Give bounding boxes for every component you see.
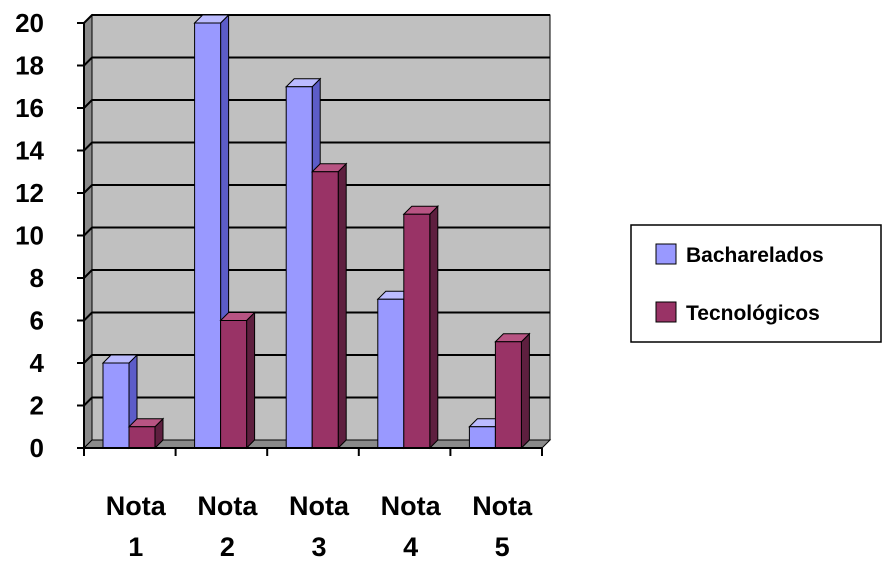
y-tick-label: 6 bbox=[30, 306, 44, 336]
y-tick-label: 4 bbox=[30, 348, 45, 378]
gridline bbox=[83, 141, 550, 152]
legend: Bacharelados Tecnológicos bbox=[630, 224, 882, 343]
y-tick-label: 8 bbox=[30, 263, 44, 293]
legend-label: Tecnológicos bbox=[686, 302, 820, 325]
y-tick-labels: 0 2 4 6 8 10 12 14 16 18 20 bbox=[15, 8, 44, 463]
x-category-label-line1: Nota bbox=[197, 491, 258, 521]
legend-label: Bacharelados bbox=[686, 244, 824, 267]
bar-series-1 bbox=[101, 353, 139, 450]
y-tick-label: 10 bbox=[15, 221, 44, 251]
y-tick-label: 20 bbox=[15, 8, 44, 38]
axes bbox=[77, 22, 543, 456]
gridline bbox=[83, 99, 550, 109]
bar-series-2 bbox=[402, 205, 440, 450]
x-category-label-line2: 1 bbox=[128, 532, 143, 562]
gridline bbox=[83, 226, 550, 237]
gridline bbox=[83, 269, 550, 279]
x-category-label-line2: 3 bbox=[311, 532, 326, 562]
legend-swatch bbox=[655, 243, 677, 265]
x-category-label-line1: Nota bbox=[381, 491, 442, 521]
y-tick-label: 0 bbox=[30, 433, 44, 463]
x-category-label-line2: 4 bbox=[403, 532, 418, 562]
bar-series-2 bbox=[219, 311, 256, 450]
gridline bbox=[83, 56, 550, 67]
y-tick-label: 2 bbox=[30, 391, 44, 421]
x-category-label-line1: Nota bbox=[289, 491, 350, 521]
y-tick-label: 12 bbox=[15, 178, 44, 208]
bar-series-2 bbox=[310, 162, 348, 450]
x-category-label-line2: 5 bbox=[495, 532, 510, 562]
bar-series-1 bbox=[193, 13, 230, 450]
x-category-label-line1: Nota bbox=[106, 491, 167, 521]
gridline bbox=[83, 184, 550, 194]
bar-series-2 bbox=[494, 332, 531, 450]
bar-series-2 bbox=[127, 417, 165, 450]
x-category-label-line2: 2 bbox=[220, 532, 235, 562]
legend-swatch bbox=[655, 301, 677, 323]
y-tick-label: 14 bbox=[15, 136, 44, 166]
x-category-labels: Nota 1 Nota 2 Nota 3 Nota 4 Nota 5 bbox=[106, 491, 533, 562]
x-category-label-line1: Nota bbox=[472, 491, 533, 521]
gridline bbox=[83, 14, 550, 24]
y-tick-label: 16 bbox=[15, 93, 44, 123]
y-tick-label: 18 bbox=[15, 51, 44, 81]
